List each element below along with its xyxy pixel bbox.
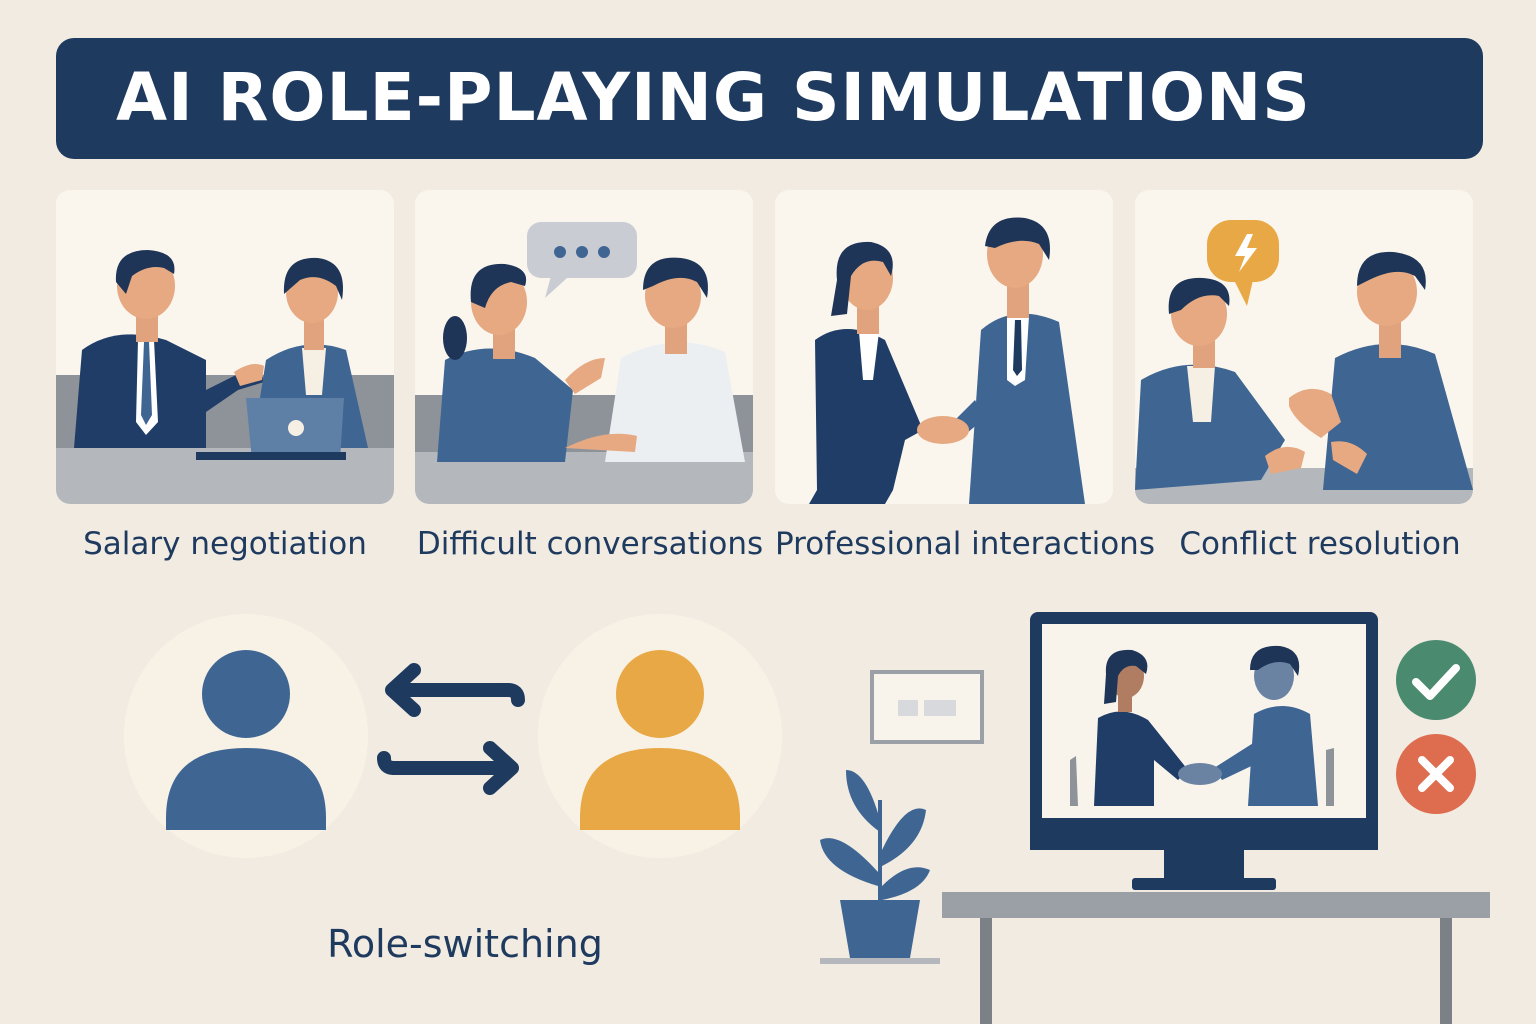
negotiation-meeting-illustration: [56, 250, 394, 504]
handshake-illustration: [809, 217, 1085, 504]
title-banner: [56, 38, 1483, 159]
check-icon[interactable]: [1394, 638, 1478, 722]
page-title: AI ROLE-PLAYING SIMULATIONS: [116, 59, 1311, 136]
desk-icon: [942, 892, 1490, 1024]
conversation-speech-bubble-illustration: [415, 222, 753, 504]
plant-icon: [820, 770, 940, 964]
role-switching-label: Role-switching: [327, 922, 603, 966]
scenario-card-professional-interactions[interactable]: [775, 190, 1113, 504]
scenario-card-conflict-resolution[interactable]: [1135, 190, 1473, 504]
monitor-icon: [1030, 612, 1378, 890]
scenario-label-salary-negotiation: Salary negotiation: [83, 526, 367, 562]
cross-icon[interactable]: [1394, 732, 1478, 816]
scenario-card-difficult-conversations[interactable]: [415, 190, 753, 504]
scenario-label-conflict-resolution: Conflict resolution: [1179, 526, 1461, 562]
wall-frame-icon: [870, 670, 984, 744]
scenario-label-difficult-conversations: Difficult conversations: [416, 526, 764, 562]
conflict-lightning-bubble-illustration: [1135, 220, 1473, 504]
person-icon: [538, 614, 782, 858]
scenario-card-salary-negotiation[interactable]: [56, 190, 394, 504]
person-icon: [124, 614, 368, 858]
swap-arrows-icon: [377, 663, 525, 795]
scenario-label-professional-interactions: Professional interactions: [775, 526, 1155, 562]
role-switching-diagram: [124, 614, 782, 858]
